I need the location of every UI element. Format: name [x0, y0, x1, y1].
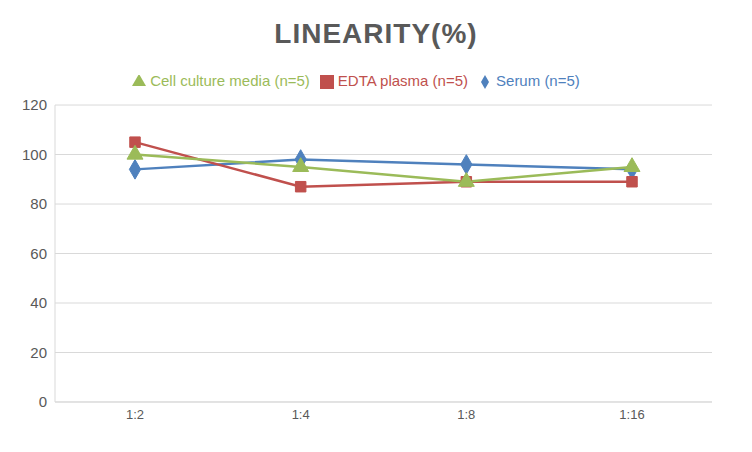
html-text:Cell culture media (n=5): Cell culture media (n=5) [150, 72, 310, 89]
svg-text:80: 80 [30, 195, 47, 212]
html-text:LINEARITY(%): LINEARITY(%) [274, 18, 478, 49]
html-text:Serum (n=5): Serum (n=5) [496, 72, 580, 89]
svg-text:40: 40 [30, 294, 47, 311]
svg-text:1:4: 1:4 [292, 407, 310, 422]
svg-text:100: 100 [22, 146, 47, 163]
svg-text:1:8: 1:8 [457, 407, 475, 422]
html-text:EDTA plasma (n=5): EDTA plasma (n=5) [337, 72, 468, 89]
svg-text:20: 20 [30, 344, 47, 361]
svg-text:0: 0 [39, 393, 47, 410]
svg-text:1:2: 1:2 [126, 407, 144, 422]
svg-text:120: 120 [22, 96, 47, 113]
svg-text:60: 60 [30, 245, 47, 262]
svg-text:1:16: 1:16 [619, 407, 644, 422]
